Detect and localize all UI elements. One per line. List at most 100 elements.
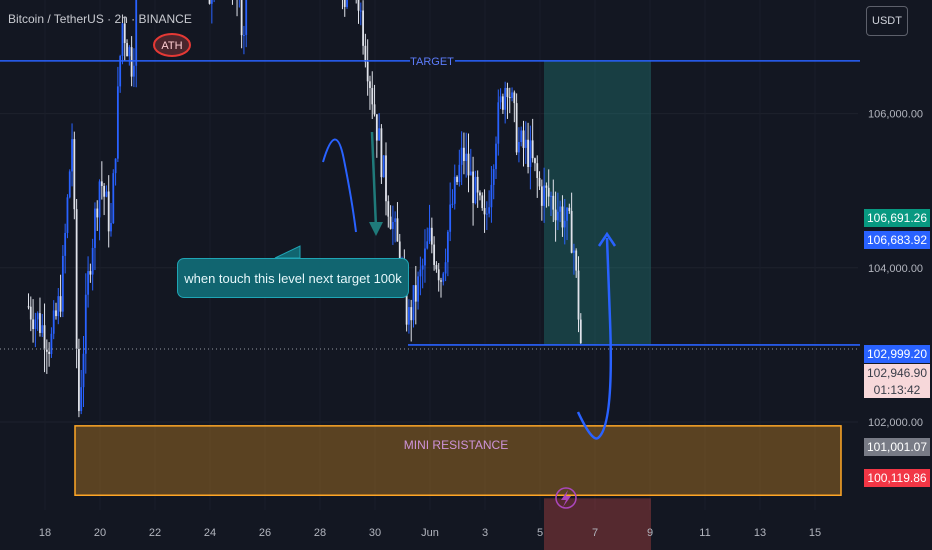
candle-body [492,169,495,185]
y-axis-labels: 112,000.00110,000.00108,000.00106,000.00… [868,109,923,429]
candle-body [385,155,387,202]
x-tick-label: 7 [592,527,598,539]
candle-body [534,158,536,164]
candle [382,155,385,178]
candle-body [32,319,34,330]
candle-body [387,201,390,217]
x-axis-labels: 18 20 22 24 26 28 30 Jun 3 5 7 9 11 13 15 [39,527,821,539]
candle-body [531,140,534,159]
candle [504,81,507,124]
candle [110,202,112,237]
take-profit-zone [544,60,651,345]
candle-body [135,0,138,66]
candle-body [89,271,92,275]
candle-body [107,191,110,232]
down-arrow [370,131,378,229]
candle-body [66,197,69,233]
candle-body [126,43,128,57]
candle-body [245,0,248,35]
candle [563,198,566,245]
candle-body [488,207,491,214]
candle [39,297,41,337]
candle-body [59,296,62,312]
candle [66,194,69,239]
lightning-icon [555,487,577,509]
candle-body [430,227,433,245]
candle [566,207,568,241]
candle [243,25,245,55]
candle [428,204,431,244]
candle-body [490,184,493,208]
candle-body [579,319,582,344]
candle-body [559,206,562,212]
candle-body [552,195,555,210]
candle-body [547,187,550,197]
candle [460,131,463,186]
candle [497,89,500,156]
candle [43,303,46,373]
candle-body [554,209,557,221]
callout-box: when touch this level next target 100k [177,258,409,298]
candle-body [343,0,346,7]
candle [245,0,248,48]
candle-body [41,325,44,333]
candle [513,90,516,123]
candle-body [536,163,539,178]
lightning-bolt [561,490,571,507]
candle-body [375,114,378,141]
candle [87,256,89,308]
candle-body [121,23,124,57]
candle [451,189,454,208]
candle [540,179,543,221]
candle-body [479,192,481,196]
candle [394,211,397,243]
candle-body [453,176,456,204]
candle [476,170,479,208]
candle [73,131,76,220]
candle [231,0,233,5]
candle [442,271,445,286]
candle [570,192,573,254]
candle [547,169,550,207]
candle-body [362,10,364,46]
candle [346,0,348,9]
candle-body [75,209,78,349]
candle [424,229,426,283]
candle-body [556,211,559,221]
candle-body [91,247,94,275]
candle [375,114,378,158]
candle-body [123,23,126,44]
candle [84,273,87,374]
candle-body [34,319,37,330]
candle-body [116,86,119,159]
candle-body [64,232,67,256]
candle-body [410,307,413,321]
candle-body [39,313,41,333]
candle [34,312,37,348]
candle-body [357,0,360,11]
candle-body [506,87,509,98]
candle [82,336,85,408]
candle-body [114,158,117,174]
currency-button[interactable]: USDT [866,6,908,36]
candle [458,149,461,187]
candle [490,166,493,223]
candle-body [485,213,488,215]
candle-body [561,206,564,228]
candle-body [366,61,369,82]
candle-body [43,325,46,350]
candle [421,258,424,289]
candle-body [389,216,392,229]
callout-pointer [274,245,301,259]
candle-body [48,351,51,354]
candle-body [408,307,410,325]
target-label: TARGET [410,56,454,68]
candle [128,45,131,66]
candle-body [527,139,529,168]
candle-body [419,269,422,277]
candle-body [133,65,135,77]
candle-body [394,218,397,222]
candle-body [495,143,497,170]
